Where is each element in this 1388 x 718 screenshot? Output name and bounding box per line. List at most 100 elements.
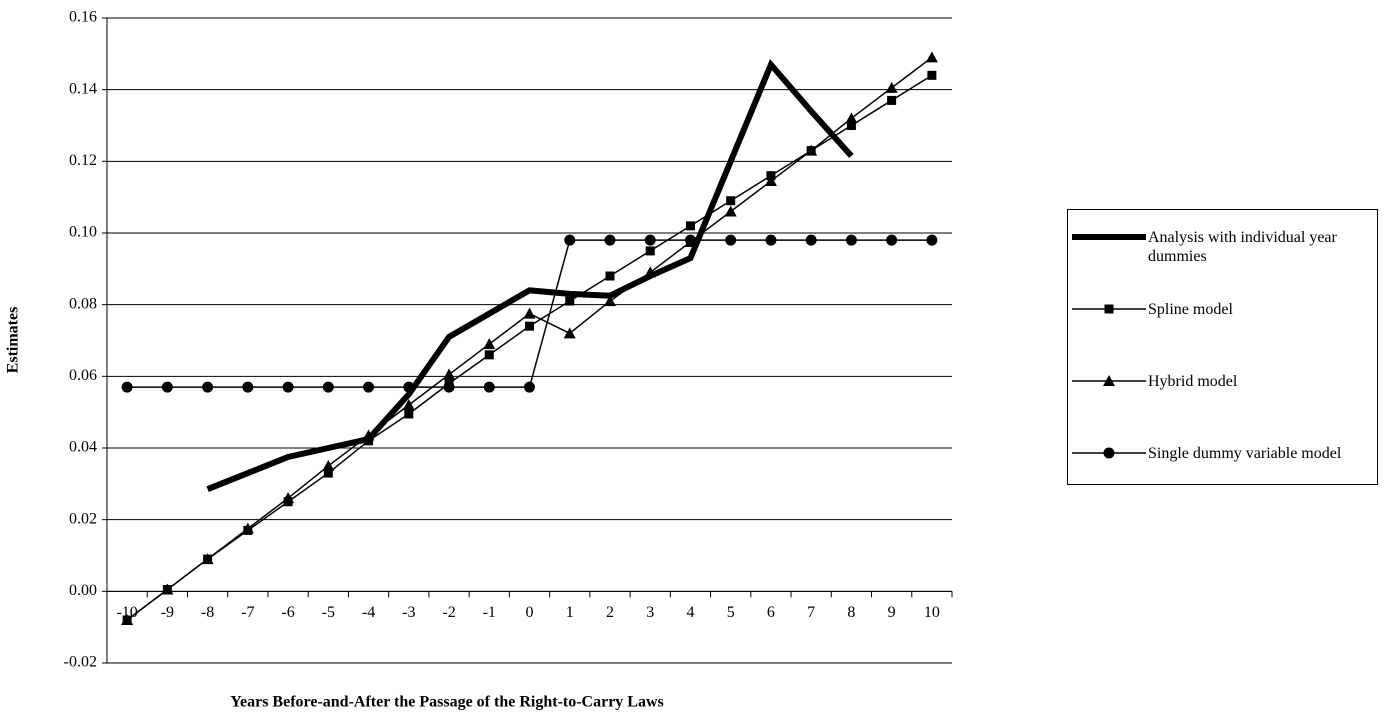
x-tick-label: 2 [606, 604, 614, 621]
legend-label: Hybrid model [1148, 373, 1238, 390]
marker [1103, 375, 1115, 386]
marker [1103, 447, 1115, 459]
legend: Analysis with individual year dummies Spl… [1067, 209, 1378, 485]
x-tick-label: 3 [646, 604, 654, 621]
marker [887, 95, 897, 105]
y-tick-label: 0.14 [69, 80, 97, 97]
marker [925, 51, 938, 63]
legend-swatch [1072, 304, 1146, 314]
marker [725, 234, 737, 246]
marker [684, 234, 696, 246]
marker [443, 368, 456, 380]
marker [322, 459, 335, 471]
legend-label: Analysis with individual year dummies [1148, 229, 1337, 265]
marker [726, 196, 736, 206]
y-tick-label: 0.04 [69, 439, 97, 456]
series-line [126, 74, 933, 621]
x-tick-label: 1 [566, 604, 574, 621]
marker [282, 381, 294, 393]
legend-swatch [1072, 234, 1146, 240]
marker [927, 70, 937, 80]
x-tick-label: 8 [847, 604, 855, 621]
marker [523, 307, 536, 319]
marker [645, 246, 655, 256]
marker [121, 381, 133, 393]
marker [926, 234, 938, 246]
marker [845, 234, 857, 246]
marker [846, 121, 856, 130]
x-axis-title: Years Before-and-After the Passage of th… [230, 694, 664, 711]
marker [323, 468, 333, 478]
marker [202, 381, 214, 393]
x-tick-label: -6 [281, 604, 294, 621]
marker [603, 295, 616, 307]
x-tick-label: -8 [201, 604, 214, 621]
y-tick-label: 0.10 [69, 224, 97, 241]
legend-item: Spline model [1072, 300, 1373, 319]
x-tick-label: -2 [442, 604, 455, 621]
marker [403, 381, 415, 393]
marker [565, 296, 575, 306]
y-axis-title: Estimates [5, 307, 22, 374]
x-tick-label: -5 [322, 604, 335, 621]
marker [604, 234, 616, 246]
marker [443, 381, 455, 393]
x-tick-label: -9 [161, 604, 174, 621]
marker [322, 381, 334, 393]
legend-swatch [1072, 447, 1146, 459]
marker [483, 381, 495, 393]
legend-swatch [1072, 375, 1146, 386]
x-tick-label: 10 [924, 604, 940, 621]
chart: Estimates Years Before-and-After the Pas… [5, 9, 953, 711]
marker [764, 175, 777, 187]
marker [362, 429, 375, 441]
x-tick-label: 7 [807, 604, 815, 621]
marker [845, 112, 858, 124]
marker [241, 522, 254, 534]
x-tick-label: 0 [526, 604, 534, 621]
x-tick-label: 4 [686, 604, 694, 621]
marker [1104, 304, 1114, 314]
y-tick-label: 0.12 [69, 152, 97, 169]
legend-item: Hybrid model [1072, 372, 1373, 391]
marker [363, 381, 375, 393]
y-tick-label: 0.02 [69, 510, 97, 527]
marker [201, 553, 214, 565]
x-tick-label: 6 [767, 604, 775, 621]
x-tick-label: -4 [362, 604, 375, 621]
x-tick-label: -7 [241, 604, 254, 621]
legend-label: Single dummy variable model [1148, 445, 1342, 462]
marker [282, 492, 295, 504]
marker [765, 234, 777, 246]
marker [484, 350, 494, 360]
marker [644, 234, 656, 246]
y-tick-label: 0.06 [69, 367, 97, 384]
marker [524, 381, 535, 393]
marker [525, 321, 534, 331]
legend-item: Analysis with individual year dummies [1072, 228, 1373, 266]
marker [886, 234, 898, 246]
x-tick-label: 9 [888, 604, 896, 621]
x-tick-label: -3 [402, 604, 415, 621]
x-tick-label: -1 [483, 604, 496, 621]
x-tick-label: 5 [727, 604, 735, 621]
marker [605, 271, 615, 281]
legend-label: Spline model [1148, 301, 1233, 318]
marker [564, 234, 576, 246]
marker [805, 144, 818, 156]
marker [724, 205, 737, 217]
marker [644, 266, 657, 278]
marker [805, 234, 817, 246]
marker [885, 81, 898, 93]
marker [685, 221, 695, 231]
y-tick-label: 0.16 [69, 9, 97, 26]
marker [364, 436, 374, 446]
marker [242, 381, 254, 393]
series-line [206, 58, 854, 492]
marker [404, 409, 414, 419]
marker [161, 381, 173, 393]
marker [161, 583, 174, 595]
marker [121, 614, 134, 625]
y-tick-label: 0.08 [69, 295, 97, 312]
